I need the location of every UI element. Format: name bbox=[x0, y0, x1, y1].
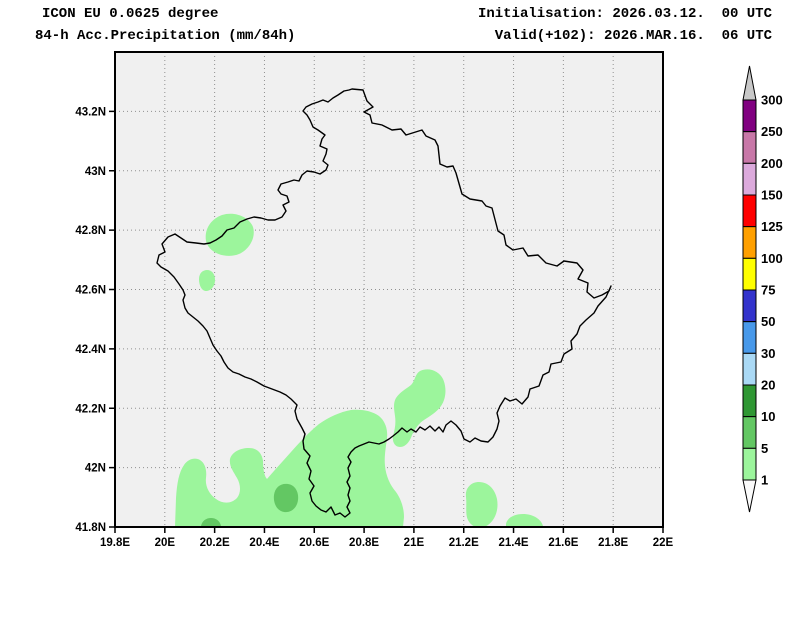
x-tick-label: 19.8E bbox=[100, 537, 130, 549]
colorbar-label: 1 bbox=[761, 473, 768, 488]
x-tick-label: 21.4E bbox=[499, 537, 529, 549]
colorbar-label: 100 bbox=[761, 251, 783, 266]
colorbar-segment bbox=[742, 194, 757, 228]
colorbar-segment bbox=[742, 162, 757, 196]
precip-core-bottom bbox=[201, 518, 221, 527]
precip-area-lobe-21e bbox=[392, 369, 446, 447]
map-background bbox=[115, 52, 663, 527]
precip-area-se-1 bbox=[465, 482, 498, 527]
x-tick-label: 21E bbox=[404, 537, 425, 549]
colorbar-segment bbox=[742, 257, 757, 291]
colorbar-label: 125 bbox=[761, 219, 783, 234]
colorbar-segment bbox=[742, 352, 757, 386]
y-tick-label: 42.2N bbox=[75, 403, 106, 415]
colorbar-segment bbox=[742, 226, 757, 259]
colorbar-segment bbox=[742, 321, 757, 354]
initialisation-time: Initialisation: 2026.03.12. 00 UTC bbox=[477, 6, 772, 22]
precip-area-south-main bbox=[175, 409, 404, 527]
precip-area-se-2 bbox=[506, 514, 543, 527]
colorbar-label: 20 bbox=[761, 378, 775, 393]
precip-core-south bbox=[273, 483, 299, 513]
colorbar-legend: 300 250 200 150 125 100 75 50 30 20 10 5 1 bbox=[742, 65, 783, 513]
y-tick-label: 43.2N bbox=[75, 106, 106, 118]
colorbar-arrow-top bbox=[742, 65, 757, 101]
kosovo-border-outline bbox=[156, 88, 612, 518]
y-tick-label: 42.8N bbox=[75, 225, 106, 237]
colorbar-label: 200 bbox=[761, 156, 783, 171]
precip-area-west-small bbox=[199, 270, 215, 291]
x-tick-label: 20.2E bbox=[200, 537, 230, 549]
colorbar-segment bbox=[742, 131, 757, 164]
colorbar-arrow-bottom bbox=[742, 479, 757, 513]
x-tick-label: 20E bbox=[155, 537, 176, 549]
x-tick-label: 21.6E bbox=[548, 537, 578, 549]
precip-areas-1-5mm bbox=[175, 213, 543, 527]
colorbar-segment bbox=[742, 416, 757, 449]
y-tick-label: 42.4N bbox=[75, 344, 106, 356]
y-tick-label: 42.6N bbox=[75, 285, 106, 297]
colorbar-segment bbox=[742, 447, 757, 481]
precip-area-nw bbox=[205, 213, 254, 256]
y-tick-label: 43N bbox=[85, 166, 106, 178]
colorbar-segment bbox=[742, 384, 757, 418]
product-title: 84-h Acc.Precipitation (mm/84h) bbox=[35, 28, 296, 44]
x-tick-label: 20.8E bbox=[349, 537, 379, 549]
colorbar-label: 150 bbox=[761, 188, 783, 203]
colorbar-label: 50 bbox=[761, 314, 775, 329]
colorbar-label: 30 bbox=[761, 346, 775, 361]
valid-time: Valid(+102): 2026.MAR.16. 06 UTC bbox=[494, 28, 772, 44]
x-tick-label: 22E bbox=[653, 537, 674, 549]
colorbar-label: 250 bbox=[761, 124, 783, 139]
x-tick-label: 21.8E bbox=[598, 537, 628, 549]
x-tick-label: 20.6E bbox=[299, 537, 329, 549]
x-tick-label: 20.4E bbox=[249, 537, 279, 549]
model-title: ICON EU 0.0625 degree bbox=[42, 6, 219, 22]
y-tick-label: 42N bbox=[85, 463, 106, 475]
axes: 19.8E 20E 20.2E 20.4E 20.6E 20.8E 21E 21.2E 21.4… bbox=[75, 106, 673, 549]
precip-areas-5-10mm bbox=[201, 483, 299, 527]
colorbar-label: 300 bbox=[761, 93, 783, 108]
x-tick-label: 21.2E bbox=[449, 537, 479, 549]
colorbar-segment bbox=[742, 289, 757, 323]
colorbar-label: 75 bbox=[761, 283, 775, 298]
colorbar-label: 5 bbox=[761, 441, 768, 456]
colorbar-label: 10 bbox=[761, 409, 775, 424]
colorbar-segment bbox=[742, 99, 757, 133]
y-tick-label: 41.8N bbox=[75, 522, 106, 534]
